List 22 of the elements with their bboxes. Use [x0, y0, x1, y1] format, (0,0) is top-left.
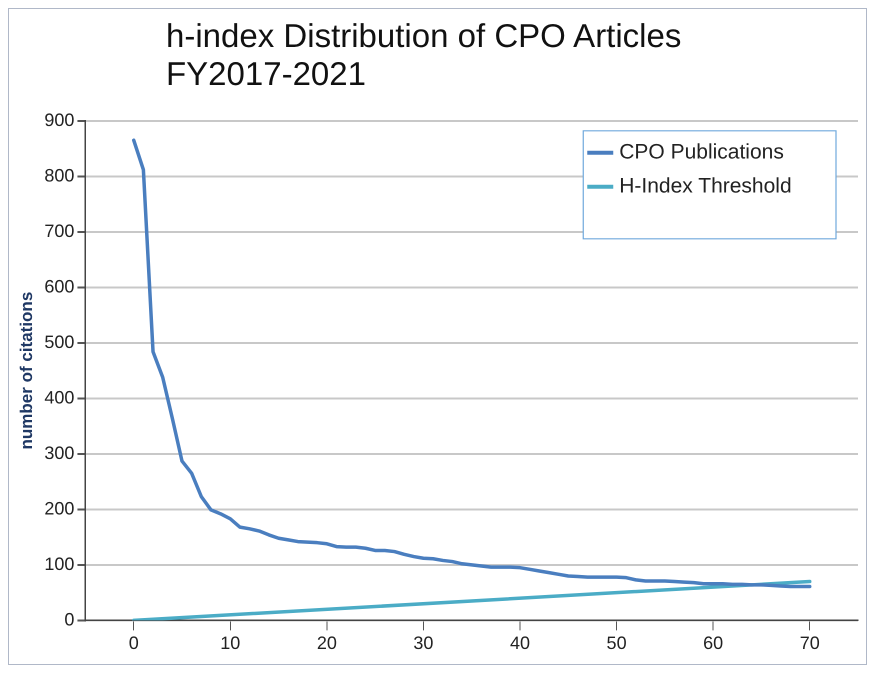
y-tick-label: 500 [44, 332, 74, 352]
x-tick-label: 70 [800, 633, 820, 654]
x-tick-label: 60 [703, 633, 724, 654]
legend-label: CPO Publications [619, 140, 784, 164]
y-tick-label: 100 [44, 554, 74, 574]
y-tick-label: 600 [44, 276, 74, 296]
y-tick-label: 800 [44, 165, 74, 186]
x-tick-label: 40 [510, 633, 530, 654]
chart-title: h-index Distribution of CPO Articles FY2017-2021 [166, 17, 682, 93]
x-tick-label: 10 [220, 633, 240, 654]
y-axis-title: number of citations [16, 292, 36, 450]
x-tick-label: 50 [606, 633, 627, 654]
y-tick-label: 400 [44, 387, 74, 408]
y-tick-label: 0 [64, 609, 74, 630]
x-tick-label: 20 [316, 633, 337, 654]
legend-label: H-Index Threshold [619, 174, 792, 198]
y-tick-label: 300 [44, 442, 74, 463]
y-tick-label: 200 [44, 498, 74, 518]
y-tick-label: 900 [44, 110, 74, 130]
x-tick-label: 0 [128, 633, 139, 654]
x-tick-label: 30 [413, 633, 434, 654]
y-tick-label: 700 [44, 220, 74, 241]
